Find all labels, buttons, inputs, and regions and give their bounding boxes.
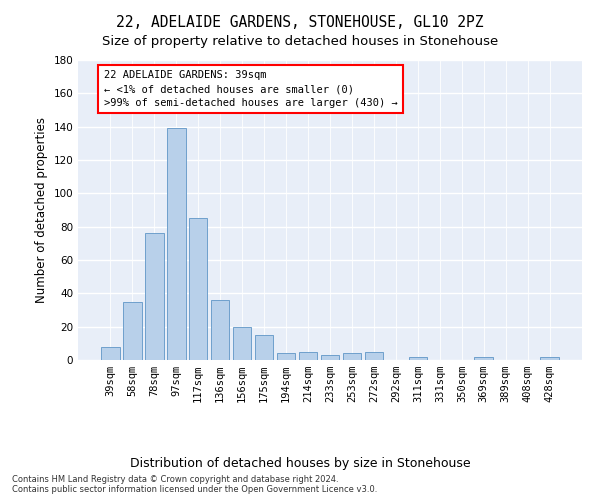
Text: 22, ADELAIDE GARDENS, STONEHOUSE, GL10 2PZ: 22, ADELAIDE GARDENS, STONEHOUSE, GL10 2… [116,15,484,30]
Text: Distribution of detached houses by size in Stonehouse: Distribution of detached houses by size … [130,458,470,470]
Y-axis label: Number of detached properties: Number of detached properties [35,117,48,303]
Bar [255,335,274,360]
Bar [299,352,317,360]
Bar [475,356,493,360]
Bar [320,355,340,360]
Bar [101,346,119,360]
Text: 22 ADELAIDE GARDENS: 39sqm
← <1% of detached houses are smaller (0)
>99% of semi: 22 ADELAIDE GARDENS: 39sqm ← <1% of deta… [104,70,397,108]
Bar [145,234,164,360]
Bar [211,300,229,360]
Bar [277,354,295,360]
Bar [167,128,185,360]
Bar [365,352,383,360]
Bar [189,218,208,360]
Bar [343,354,361,360]
Bar [233,326,251,360]
Text: Contains HM Land Registry data © Crown copyright and database right 2024.
Contai: Contains HM Land Registry data © Crown c… [12,474,377,494]
Bar [541,356,559,360]
Text: Size of property relative to detached houses in Stonehouse: Size of property relative to detached ho… [102,35,498,48]
Bar [409,356,427,360]
Bar [123,302,142,360]
